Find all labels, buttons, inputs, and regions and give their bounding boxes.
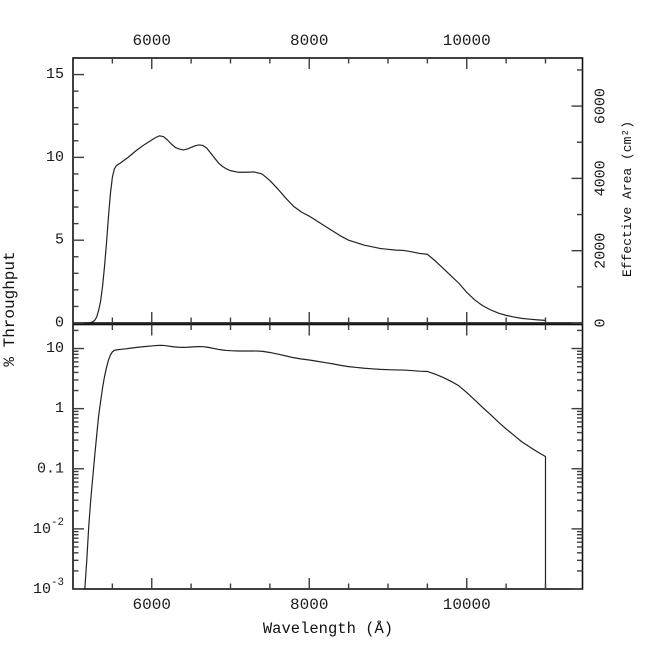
y2-tick-label: 2000	[593, 233, 610, 269]
log-tick-label: 10	[46, 340, 64, 357]
y2-tick-label: 6000	[593, 88, 610, 124]
y2-tick-label: 4000	[593, 160, 610, 196]
top-panel-frame	[72, 57, 584, 324]
tick-labels: 6000 6000 8000 8000 10000 10000 0 5 10 15 0 2000 400…	[33, 32, 609, 614]
y1-tick-label: 15	[46, 66, 64, 83]
ticks	[73, 58, 583, 590]
y1-tick-label: 10	[46, 149, 64, 166]
log-tick-label: 10-3	[33, 577, 64, 598]
log-tick-label: 0.1	[37, 460, 64, 477]
y2-axis-title: Effective Area (cm²)	[620, 121, 635, 277]
x-tick-label-top: 10000	[443, 32, 491, 50]
x-tick-label-top: 6000	[133, 32, 171, 50]
log-tick-label: 1	[55, 400, 64, 417]
x-axis-title: Wavelength (Å)	[263, 620, 393, 638]
x-tick-label-bottom: 8000	[290, 596, 328, 614]
x-tick-label-bottom: 6000	[133, 596, 171, 614]
y1-tick-label: 5	[55, 232, 64, 249]
throughput-curve-linear	[73, 135, 547, 323]
plot-root: 6000 6000 8000 8000 10000 10000 0 5 10 15 0 2000 400…	[33, 32, 609, 614]
throughput-curve-log	[84, 344, 547, 589]
y2-tick-label: 0	[593, 318, 610, 327]
tick-label-sup: -3	[51, 577, 64, 589]
bottom-panel-frame	[72, 323, 584, 590]
curves	[73, 135, 547, 589]
x-tick-label-bottom: 10000	[443, 596, 491, 614]
y1-tick-label: 0	[55, 315, 64, 332]
tick-label-base: 10	[33, 581, 51, 598]
tick-label-base: 10	[33, 520, 51, 537]
log-tick-label: 10-2	[33, 517, 64, 538]
x-tick-label-top: 8000	[290, 32, 328, 50]
panel-frames	[72, 57, 584, 590]
tick-label-sup: -2	[51, 517, 64, 529]
y-axis-title: % Throughput	[1, 251, 19, 366]
